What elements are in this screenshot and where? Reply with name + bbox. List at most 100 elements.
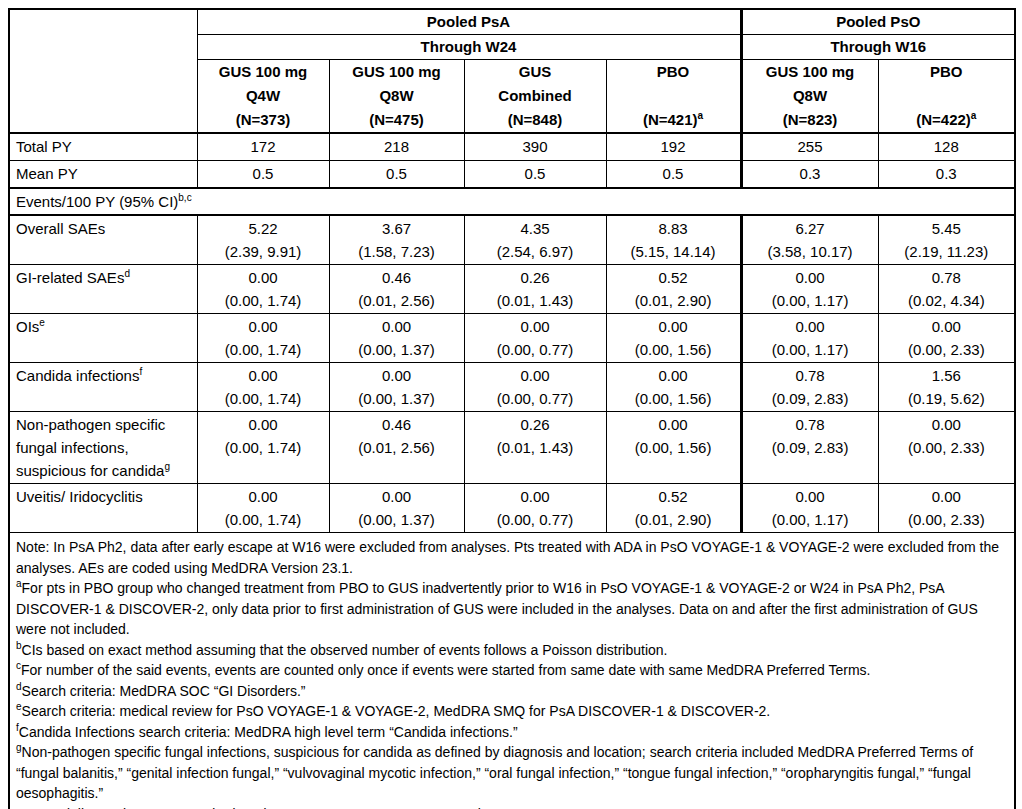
column-header-line: GUS 100 mg — [743, 60, 878, 84]
event-rate: 0.52 — [609, 485, 738, 508]
footnote-text: Search criteria: medical review for PsO … — [22, 703, 771, 719]
confidence-interval: (0.00, 1.56) — [609, 338, 738, 361]
data-cell: 4.35(2.54, 6.97) — [464, 215, 606, 265]
column-header-line: (N=823) — [743, 108, 878, 132]
data-cell: 390 — [464, 133, 606, 161]
row-label-text: OIs — [16, 318, 39, 335]
confidence-interval: (0.00, 1.17) — [745, 508, 876, 531]
data-cell: 5.45(2.19, 11.23) — [878, 215, 1015, 265]
footnote-ref: a — [698, 110, 704, 121]
confidence-interval: (0.00, 1.56) — [609, 387, 738, 410]
event-rate: 8.83 — [609, 217, 738, 240]
row-label: Total PY — [9, 133, 197, 161]
confidence-interval: (0.00, 2.33) — [881, 436, 1013, 459]
confidence-interval: (0.01, 2.90) — [609, 508, 738, 531]
table-footer: Note: In PsA Ph2, data after early escap… — [9, 533, 1015, 809]
confidence-interval: (0.00, 1.17) — [745, 338, 876, 361]
data-cell: 1.56(0.19, 5.62) — [878, 363, 1015, 412]
confidence-interval: (0.00, 1.74) — [200, 387, 327, 410]
data-cell: 255 — [741, 133, 878, 161]
column-header-n: (N=421) — [643, 111, 698, 128]
data-cell: 0.00(0.00, 1.56) — [606, 314, 741, 363]
footnote: aFor pts in PBO group who changed treatm… — [16, 578, 1006, 640]
footnote-text: ADA=Adalimumab; SMQ=Standard MedDRA quer… — [16, 806, 507, 809]
event-rate: 0.78 — [881, 266, 1013, 289]
event-rate: 5.22 — [200, 217, 327, 240]
confidence-interval: (0.00, 1.74) — [200, 508, 327, 531]
confidence-interval: (2.19, 11.23) — [881, 240, 1013, 263]
data-cell: 0.5 — [197, 161, 329, 189]
column-header-n: (N=422) — [916, 111, 971, 128]
row-label: Mean PY — [9, 161, 197, 189]
data-cell: 0.00(0.00, 0.77) — [464, 484, 606, 533]
data-cell: 0.00(0.00, 0.77) — [464, 363, 606, 412]
confidence-interval: (0.01, 2.90) — [609, 289, 738, 312]
event-rate: 0.00 — [745, 485, 876, 508]
confidence-interval: (0.01, 2.56) — [332, 289, 462, 312]
data-cell: 0.5 — [329, 161, 464, 189]
footnote-text: For pts in PBO group who changed treatme… — [16, 580, 978, 637]
data-cell: 0.26(0.01, 1.43) — [464, 412, 606, 484]
table-row: GI-related SAEsd0.00(0.00, 1.74)0.46(0.0… — [9, 265, 1015, 314]
footnote: dSearch criteria: MedDRA SOC “GI Disorde… — [16, 681, 1006, 702]
data-cell: 0.00(0.00, 1.56) — [606, 363, 741, 412]
confidence-interval: (0.02, 4.34) — [881, 289, 1013, 312]
table-row: Total PY172218390192255128 — [9, 133, 1015, 161]
event-rate: 6.27 — [745, 217, 876, 240]
data-cell: 192 — [606, 133, 741, 161]
data-cell: 0.00(0.00, 1.37) — [329, 363, 464, 412]
footnote-text: Candida Infections search criteria: MedD… — [19, 724, 518, 740]
data-cell: 5.22(2.39, 9.91) — [197, 215, 329, 265]
confidence-interval: (0.01, 2.56) — [332, 436, 462, 459]
column-header-line — [607, 84, 740, 108]
empty-header-cell — [9, 9, 197, 133]
column-header: GUSCombined(N=848) — [464, 60, 606, 134]
event-rate: 0.00 — [881, 315, 1013, 338]
column-header-line: PBO — [607, 60, 740, 84]
confidence-interval: (0.00, 1.37) — [332, 508, 462, 531]
event-rate: 0.00 — [200, 315, 327, 338]
confidence-interval: (0.00, 1.37) — [332, 338, 462, 361]
footnote: fCandida Infections search criteria: Med… — [16, 722, 1006, 743]
data-cell: 0.00(0.00, 1.17) — [741, 314, 878, 363]
column-header-line: (N=422)a — [879, 108, 1015, 132]
confidence-interval: (0.00, 1.56) — [609, 436, 738, 459]
event-rate: 0.78 — [745, 413, 876, 436]
period-header-pso: Through W16 — [741, 35, 1015, 60]
data-cell: 0.5 — [606, 161, 741, 189]
footnote-text: CIs based on exact method assuming that … — [22, 642, 668, 658]
column-header: GUS 100 mgQ4W(N=373) — [197, 60, 329, 134]
column-header-line: Q4W — [198, 84, 329, 108]
row-label-text: Non-pathogen specific fungal infections,… — [16, 416, 165, 479]
column-header-n: (N=848) — [508, 111, 563, 128]
data-cell: 3.67(1.58, 7.23) — [329, 215, 464, 265]
table-row: Overall SAEs5.22(2.39, 9.91)3.67(1.58, 7… — [9, 215, 1015, 265]
footnote-text: For number of the said events, events ar… — [21, 662, 870, 678]
event-rate: 4.35 — [467, 217, 604, 240]
footnote-ref: g — [164, 461, 170, 472]
footnotes-cell: Note: In PsA Ph2, data after early escap… — [9, 533, 1015, 809]
confidence-interval: (0.00, 1.74) — [200, 289, 327, 312]
row-label: Overall SAEs — [9, 215, 197, 265]
data-cell: 0.78(0.09, 2.83) — [741, 363, 878, 412]
data-cell: 0.46(0.01, 2.56) — [329, 265, 464, 314]
table-body: Total PY172218390192255128Mean PY0.50.50… — [9, 133, 1015, 533]
data-cell: 0.00(0.00, 2.33) — [878, 314, 1015, 363]
table-row: OIse0.00(0.00, 1.74)0.00(0.00, 1.37)0.00… — [9, 314, 1015, 363]
data-cell: 6.27(3.58, 10.17) — [741, 215, 878, 265]
event-rate: 5.45 — [881, 217, 1013, 240]
data-cell: 128 — [878, 133, 1015, 161]
event-rate: 0.00 — [609, 315, 738, 338]
footnote: gNon-pathogen specific fungal infections… — [16, 742, 1006, 804]
data-cell: 0.3 — [741, 161, 878, 189]
table-header: Pooled PsA Pooled PsO Through W24 Throug… — [9, 9, 1015, 133]
event-rate: 0.00 — [467, 315, 604, 338]
confidence-interval: (3.58, 10.17) — [745, 240, 876, 263]
event-rate: 0.26 — [467, 413, 604, 436]
table-row: Uveitis/ Iridocyclitis0.00(0.00, 1.74)0.… — [9, 484, 1015, 533]
footnote: bCIs based on exact method assuming that… — [16, 640, 1006, 661]
row-label-text: GI-related SAEs — [16, 269, 124, 286]
event-rate: 0.00 — [609, 364, 738, 387]
table-row: Candida infectionsf0.00(0.00, 1.74)0.00(… — [9, 363, 1015, 412]
data-cell: 0.00(0.00, 2.33) — [878, 484, 1015, 533]
